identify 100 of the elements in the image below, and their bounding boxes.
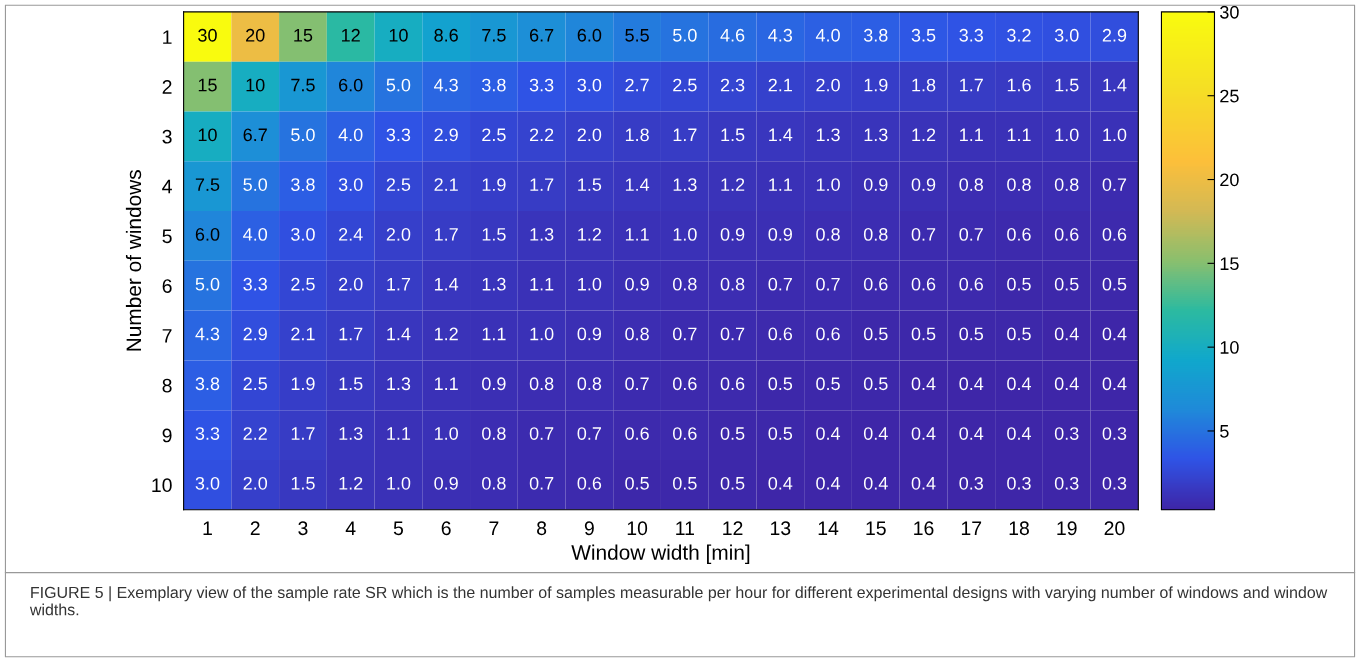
data-label: 7.5 — [291, 78, 315, 92]
data-label: 0.7 — [1102, 178, 1127, 191]
data-label: 1.4 — [1103, 78, 1127, 92]
data-label: 0.8 — [672, 277, 697, 291]
x-tick-label: 2 — [250, 521, 260, 535]
data-label: 0.9 — [863, 178, 888, 191]
x-tick-label: 14 — [818, 521, 839, 535]
data-label: 0.5 — [1007, 327, 1031, 341]
data-label: 0.6 — [911, 277, 936, 291]
data-label: 0.7 — [672, 327, 697, 341]
data-label: 5.0 — [243, 178, 268, 191]
data-label: 0.4 — [1102, 327, 1127, 341]
data-label: 0.8 — [577, 377, 602, 391]
x-tick-label: 3 — [298, 521, 308, 536]
data-label: 1.2 — [339, 476, 363, 490]
data-label: 0.4 — [911, 476, 936, 490]
data-label: 1.1 — [530, 277, 554, 291]
data-label: 1.1 — [960, 128, 983, 142]
data-label: 1.7 — [291, 427, 315, 440]
y-tick-label: 5 — [162, 229, 172, 244]
data-label: 0.4 — [863, 427, 888, 440]
data-label: 1.3 — [339, 427, 363, 440]
data-label: 1.3 — [673, 178, 697, 191]
data-label: 0.7 — [911, 228, 936, 241]
x-tick-label: 4 — [345, 521, 356, 535]
data-label: 1.0 — [530, 327, 554, 341]
data-label: 15 — [294, 29, 313, 42]
data-label: 0.6 — [768, 327, 793, 341]
x-tick-label: 8 — [537, 521, 547, 536]
data-label: 7.5 — [482, 29, 506, 42]
data-label: 0.4 — [816, 427, 841, 440]
data-label: 3.0 — [338, 178, 363, 191]
data-label: 0.8 — [482, 427, 506, 440]
data-label: 1.9 — [291, 377, 315, 391]
data-label: 1.3 — [482, 277, 506, 291]
data-label: 1.5 — [578, 178, 602, 191]
data-label: 0.4 — [1007, 377, 1031, 391]
data-label: 2.3 — [720, 78, 745, 92]
data-label: 1.1 — [769, 178, 792, 191]
x-tick-label: 12 — [723, 521, 743, 535]
data-label: 0.5 — [911, 327, 936, 341]
data-label: 0.4 — [959, 427, 984, 440]
data-label: 1.2 — [721, 178, 745, 191]
data-label: 2.0 — [243, 476, 268, 490]
data-label: 5.0 — [291, 128, 315, 142]
x-axis-title: Window width [min] — [571, 544, 750, 564]
color-bar-label: 25 — [1220, 89, 1239, 103]
data-label: 0.5 — [768, 427, 793, 440]
data-label: 2.2 — [529, 128, 554, 142]
data-label: 0.3 — [1054, 427, 1079, 440]
data-label: 4.6 — [720, 28, 745, 42]
x-tick-label: 15 — [866, 521, 886, 536]
data-label: 1.1 — [434, 377, 458, 390]
data-label: 1.7 — [387, 277, 411, 291]
caption: FIGURE 5 | Exemplary view of the sample rate SR which is the number of samples measurable per hour for different experimental designs with varying number of windows and window widths. — [29, 586, 1328, 616]
data-label: 0.5 — [720, 476, 745, 490]
x-tick-label: 19 — [1057, 521, 1077, 536]
data-label: 0.9 — [720, 228, 745, 241]
data-label: 0.7 — [816, 277, 840, 291]
data-label: 3.3 — [243, 277, 267, 291]
data-label: 0.4 — [768, 476, 793, 490]
data-label: 0.9 — [577, 327, 602, 341]
data-label: 0.6 — [816, 327, 840, 341]
data-label: 0.6 — [1007, 228, 1031, 241]
data-label: 0.8 — [816, 228, 840, 241]
data-label: 0.7 — [529, 427, 554, 440]
data-label: 1.8 — [625, 128, 649, 142]
data-label: 1.7 — [339, 327, 363, 341]
data-label: 0.3 — [1054, 476, 1079, 490]
x-tick-label: 5 — [393, 521, 403, 536]
data-label: 1.0 — [578, 277, 602, 291]
data-label: 6.0 — [195, 228, 220, 241]
data-label: 0.4 — [911, 377, 936, 391]
data-label: 3.8 — [195, 377, 220, 391]
y-axis-title: Number of windows — [125, 170, 142, 351]
data-label: 0.5 — [720, 427, 745, 440]
data-label: 3.8 — [863, 28, 888, 42]
data-label: 0.6 — [1102, 228, 1127, 241]
data-label: 1.2 — [434, 327, 458, 341]
data-label: 2.5 — [386, 178, 411, 191]
data-label: 4.0 — [243, 228, 268, 241]
data-label: 0.6 — [577, 476, 602, 490]
data-label: 0.6 — [672, 427, 697, 440]
data-label: 0.6 — [863, 277, 888, 291]
data-label: 0.3 — [1007, 476, 1031, 490]
data-label: 0.5 — [625, 476, 649, 490]
data-label: 15 — [198, 78, 217, 92]
data-label: 1.7 — [673, 128, 697, 142]
data-label: 0.9 — [434, 476, 458, 490]
data-label: 0.6 — [720, 377, 745, 391]
data-label: 0.7 — [625, 377, 649, 391]
data-label: 12 — [342, 28, 360, 42]
data-label: 1.2 — [912, 128, 936, 142]
data-label: 1.4 — [387, 327, 411, 341]
data-label: 1.7 — [960, 78, 983, 92]
data-label: 0.5 — [672, 476, 697, 490]
data-label: 1.4 — [434, 277, 459, 291]
data-label: 2.5 — [673, 78, 697, 92]
data-label: 1.9 — [864, 78, 888, 92]
data-label: 6.0 — [577, 28, 602, 42]
